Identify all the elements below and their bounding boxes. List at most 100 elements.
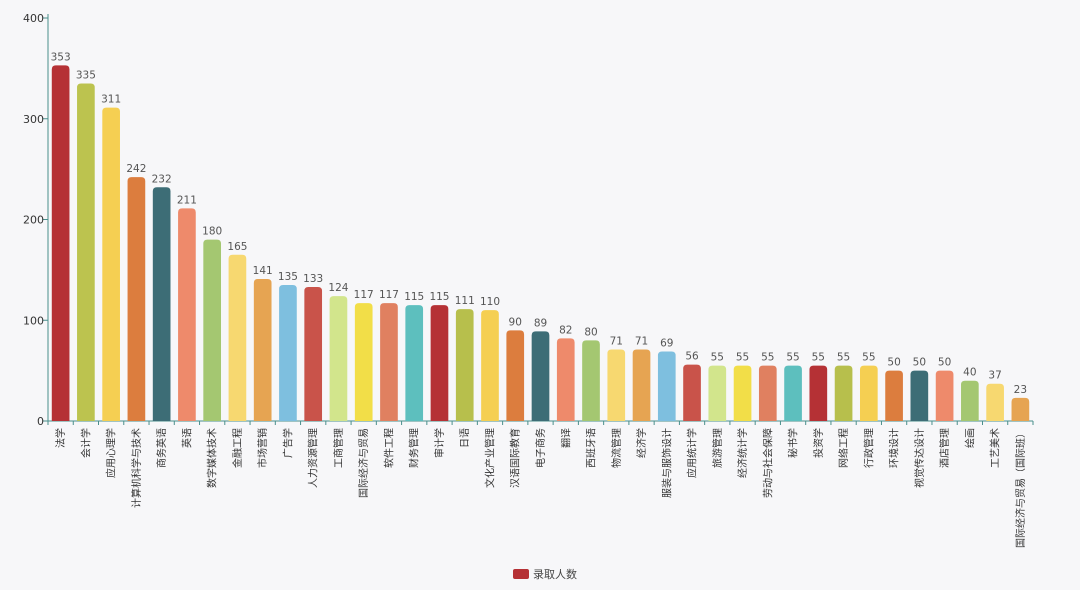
value-label: 69 <box>660 337 673 349</box>
bar[interactable] <box>834 365 853 421</box>
category-label: 商务英语 <box>155 428 168 468</box>
bars-group <box>51 65 1030 422</box>
bar[interactable] <box>607 349 626 421</box>
bar[interactable] <box>51 65 70 421</box>
category-label: 软件工程 <box>382 428 395 468</box>
bar[interactable] <box>455 309 474 421</box>
category-label: 视觉传达设计 <box>913 428 926 488</box>
value-label: 55 <box>812 352 825 364</box>
value-label: 56 <box>685 351 699 363</box>
value-label: 55 <box>761 352 774 364</box>
value-label: 311 <box>101 94 121 106</box>
bar[interactable] <box>506 330 525 421</box>
value-label: 37 <box>988 370 1001 382</box>
bar[interactable] <box>127 177 146 421</box>
value-label: 71 <box>610 335 623 347</box>
category-label: 经济学 <box>635 428 648 458</box>
bar[interactable] <box>178 208 196 421</box>
value-label: 55 <box>711 352 724 364</box>
bar[interactable] <box>758 365 777 421</box>
category-label: 环境设计 <box>888 428 901 468</box>
bar[interactable] <box>986 383 1004 421</box>
bar[interactable] <box>279 284 297 421</box>
category-label: 文化产业管理 <box>483 428 496 488</box>
bar[interactable] <box>481 310 499 421</box>
value-label: 80 <box>584 326 597 338</box>
bar[interactable] <box>683 364 701 421</box>
bar[interactable] <box>228 254 247 421</box>
legend[interactable]: 录取人数 <box>513 568 577 581</box>
value-label: 141 <box>253 265 273 277</box>
category-label: 投资学 <box>812 428 825 458</box>
category-label: 翻译 <box>560 428 572 448</box>
value-label: 55 <box>786 352 799 364</box>
category-label: 电子商务 <box>534 428 547 468</box>
category-label: 广告学 <box>281 428 294 458</box>
value-label: 71 <box>635 335 648 347</box>
value-label: 55 <box>837 352 850 364</box>
x-axis <box>47 420 1034 425</box>
category-label: 审计学 <box>433 428 446 458</box>
bar[interactable] <box>733 365 752 421</box>
category-label: 计算机科学与技术 <box>130 428 143 508</box>
category-label: 国际经济与贸易 <box>357 428 370 498</box>
bar[interactable] <box>531 331 550 421</box>
bar[interactable] <box>77 83 95 422</box>
y-tick-label: 300 <box>23 113 44 126</box>
bar[interactable] <box>152 187 171 421</box>
category-label: 酒店管理 <box>938 428 951 468</box>
bar[interactable] <box>253 278 272 421</box>
legend-label[interactable]: 录取人数 <box>533 568 577 581</box>
bar[interactable] <box>632 349 651 421</box>
category-label: 绘画 <box>963 428 976 448</box>
value-label: 135 <box>278 271 298 283</box>
bar[interactable] <box>910 370 929 421</box>
value-label: 55 <box>862 352 875 364</box>
bar[interactable] <box>809 365 828 421</box>
category-label: 英语 <box>180 428 193 448</box>
value-label: 50 <box>887 357 900 369</box>
bar[interactable] <box>405 305 424 421</box>
bar[interactable] <box>102 107 120 421</box>
bar[interactable] <box>859 365 878 421</box>
category-label: 网络工程 <box>837 428 850 468</box>
value-labels-group: 353 335 311 242 232 211 180 165 141 135 133 124 117 1… <box>51 51 1027 395</box>
bar[interactable] <box>1011 397 1030 421</box>
value-label: 23 <box>1014 384 1027 396</box>
bar[interactable] <box>961 380 979 421</box>
category-label: 人力资源管理 <box>307 428 320 488</box>
bar[interactable] <box>556 338 575 421</box>
value-label: 124 <box>328 282 348 294</box>
value-label: 50 <box>938 357 951 369</box>
category-label: 汉语国际教育 <box>509 428 522 488</box>
bar[interactable] <box>935 370 954 421</box>
bar[interactable] <box>784 365 802 421</box>
bar[interactable] <box>354 303 373 421</box>
bar[interactable] <box>657 351 676 421</box>
value-label: 117 <box>379 289 399 301</box>
bar[interactable] <box>885 370 903 421</box>
value-label: 40 <box>963 367 976 379</box>
category-label: 会计学 <box>79 428 92 458</box>
bar[interactable] <box>203 239 222 421</box>
value-label: 50 <box>913 357 926 369</box>
legend-swatch[interactable] <box>513 569 529 579</box>
bar[interactable] <box>582 340 600 421</box>
category-label: 应用心理学 <box>105 428 118 478</box>
bar[interactable] <box>708 365 727 421</box>
category-label: 劳动与社会保障 <box>761 428 774 498</box>
bar[interactable] <box>430 305 449 421</box>
y-tick-label: 0 <box>37 415 44 428</box>
value-label: 242 <box>126 163 146 175</box>
category-label: 工艺美术 <box>989 428 1002 468</box>
bar[interactable] <box>380 303 398 421</box>
category-label: 旅游管理 <box>711 428 724 468</box>
category-labels-group: 法学 会计学 应用心理学 计算机科学与技术 商务英语 英语 数字媒体技术 金融工程 市场营销 广告… <box>54 428 1027 548</box>
category-label: 服装与服饰设计 <box>660 428 673 498</box>
value-label: 232 <box>152 173 172 185</box>
category-label: 秘书学 <box>787 428 800 458</box>
bar[interactable] <box>329 296 348 421</box>
value-label: 82 <box>559 324 572 336</box>
category-label: 国际经济与贸易（国际班） <box>1014 428 1027 548</box>
bar[interactable] <box>304 287 323 421</box>
